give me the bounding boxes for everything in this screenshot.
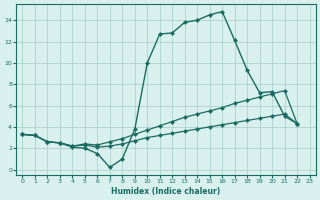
- X-axis label: Humidex (Indice chaleur): Humidex (Indice chaleur): [111, 187, 221, 196]
